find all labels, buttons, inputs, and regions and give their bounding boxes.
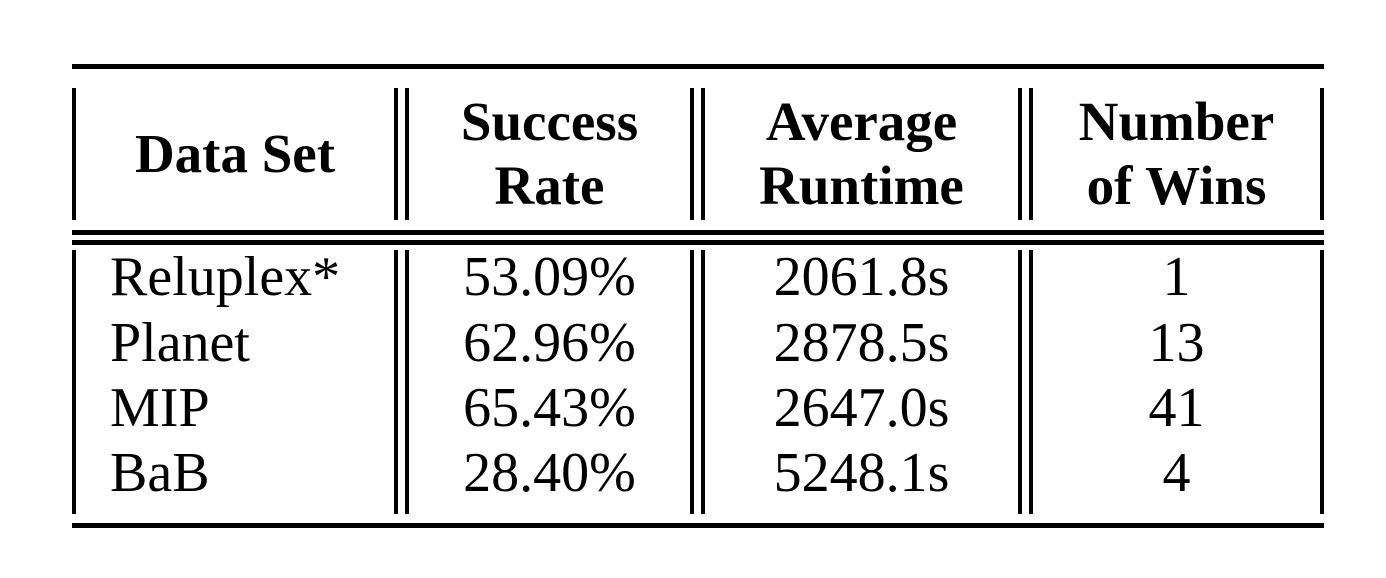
header-rule-1 xyxy=(72,230,1324,235)
cell-number-of-wins: 41 xyxy=(1148,377,1205,439)
cell-data-set: Reluplex* xyxy=(110,246,341,308)
header-number-of-wins: Number of Wins xyxy=(1033,84,1320,224)
header-data-set-line-1: Data Set xyxy=(134,123,336,184)
cell-success-rate: 53.09% xyxy=(463,246,636,308)
divider-3a-header xyxy=(1018,88,1022,220)
divider-1a-header xyxy=(394,88,398,220)
right-border-header xyxy=(1320,88,1324,220)
cell-average-runtime: 5248.1s xyxy=(773,442,950,504)
header-number-of-wins-line-1: Number xyxy=(1078,91,1275,152)
left-border-header xyxy=(72,88,76,220)
right-border-body xyxy=(1320,250,1324,514)
cell-average-runtime: 2647.0s xyxy=(773,377,950,439)
bottom-rule xyxy=(72,523,1324,528)
divider-2b-header xyxy=(701,88,705,220)
cell-success-rate: 28.40% xyxy=(463,442,636,504)
cell-success-rate: 65.43% xyxy=(463,377,636,439)
left-border-body xyxy=(72,250,76,514)
header-success-rate: Success Rate xyxy=(409,84,690,224)
divider-1b-body xyxy=(405,250,409,514)
cell-success-rate: 62.96% xyxy=(463,312,636,374)
header-average-runtime: Average Runtime xyxy=(705,84,1018,224)
divider-1b-header xyxy=(405,88,409,220)
cell-number-of-wins: 1 xyxy=(1162,246,1191,308)
divider-3a-body xyxy=(1018,250,1022,514)
divider-3b-header xyxy=(1029,88,1033,220)
cell-average-runtime: 2061.8s xyxy=(773,246,950,308)
header-average-runtime-line-1: Average xyxy=(765,91,958,152)
header-average-runtime-line-2: Runtime xyxy=(759,155,964,216)
results-table: Data Set Success Rate Average Runtime Nu… xyxy=(72,64,1324,530)
divider-2a-body xyxy=(690,250,694,514)
header-success-rate-line-1: Success xyxy=(460,91,639,152)
divider-1a-body xyxy=(394,250,398,514)
header-rule-2 xyxy=(72,240,1324,245)
cell-number-of-wins: 4 xyxy=(1162,442,1191,504)
header-success-rate-line-2: Rate xyxy=(494,155,605,216)
cell-number-of-wins: 13 xyxy=(1148,312,1205,374)
header-number-of-wins-line-2: of Wins xyxy=(1086,155,1267,216)
cell-data-set: MIP xyxy=(110,377,210,439)
cell-data-set: BaB xyxy=(110,442,210,504)
cell-data-set: Planet xyxy=(110,312,250,374)
header-data-set: Data Set xyxy=(76,84,394,224)
top-rule xyxy=(72,64,1324,69)
divider-2a-header xyxy=(690,88,694,220)
divider-2b-body xyxy=(701,250,705,514)
cell-average-runtime: 2878.5s xyxy=(773,312,950,374)
divider-3b-body xyxy=(1029,250,1033,514)
